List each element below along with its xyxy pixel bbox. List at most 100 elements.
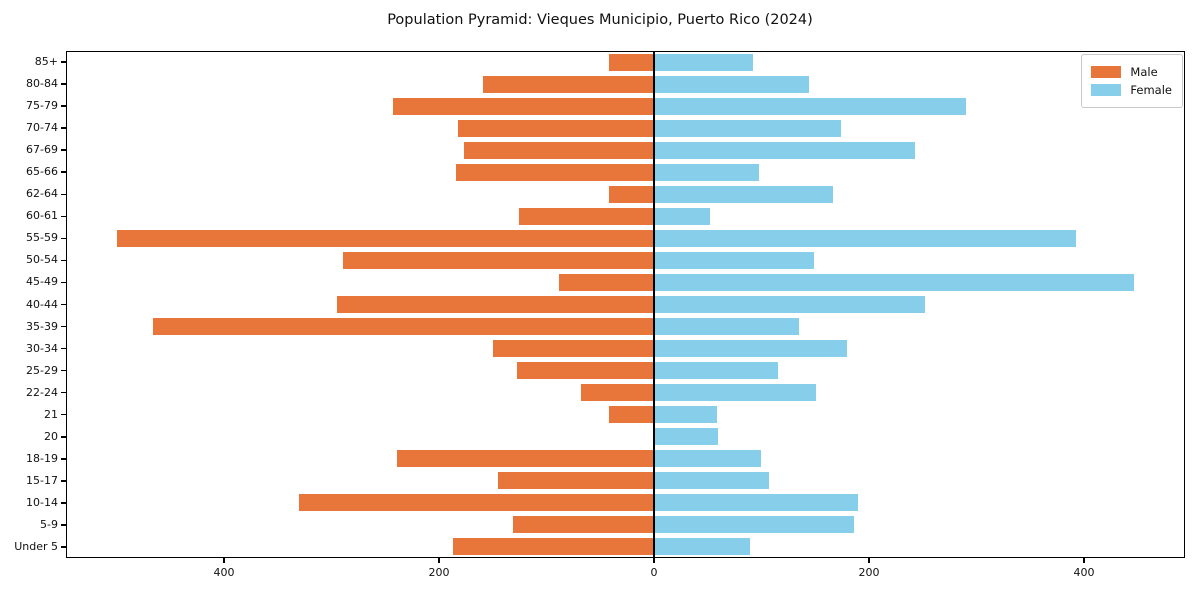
y-tick-mark xyxy=(61,61,66,63)
y-tick-label: 22-24 xyxy=(26,385,58,399)
y-tick-mark xyxy=(61,546,66,548)
legend-label-male: Male xyxy=(1130,65,1158,79)
bar-male-5-9 xyxy=(513,516,654,534)
bar-male-70-74 xyxy=(458,119,654,137)
bar-female-15-17 xyxy=(653,472,769,490)
bar-female-45-49 xyxy=(653,273,1135,291)
y-tick-label: 40-44 xyxy=(26,297,58,311)
x-tick-label: 400 xyxy=(1073,566,1095,579)
male-swatch-icon xyxy=(1091,66,1122,78)
bar-female-25-29 xyxy=(653,362,778,380)
bar-male-60-61 xyxy=(518,207,654,225)
bar-female-10-14 xyxy=(653,494,859,512)
bar-male-55-59 xyxy=(116,229,654,247)
bar-female-22-24 xyxy=(653,384,817,402)
y-tick-label: 75-79 xyxy=(26,99,58,113)
y-tick-mark xyxy=(61,259,66,262)
y-tick-mark xyxy=(61,391,66,394)
y-tick-mark xyxy=(61,413,66,416)
bar-male-15-17 xyxy=(498,472,654,490)
x-tick-mark xyxy=(438,558,440,563)
y-tick-mark xyxy=(61,105,66,107)
y-tick-mark xyxy=(61,458,66,460)
bar-female-21 xyxy=(653,406,718,424)
y-tick-mark xyxy=(61,502,66,504)
bar-female-30-34 xyxy=(653,340,848,358)
bar-female-40-44 xyxy=(653,296,925,313)
x-tick-mark xyxy=(223,558,225,563)
x-tick-label: 200 xyxy=(858,566,880,579)
legend-label-female: Female xyxy=(1130,83,1172,97)
y-tick-label: 85+ xyxy=(34,55,58,69)
y-tick-mark xyxy=(61,149,66,151)
bar-male-18-19 xyxy=(397,450,654,468)
bar-female-35-39 xyxy=(653,318,800,336)
legend-item-female: Female xyxy=(1091,82,1172,98)
legend: Male Female xyxy=(1081,54,1183,108)
y-tick-mark xyxy=(61,325,66,328)
bar-male-67-69 xyxy=(463,141,654,159)
y-tick-mark xyxy=(61,193,66,196)
bar-female-Under 5 xyxy=(653,538,750,556)
y-tick-label: 25-29 xyxy=(26,363,58,377)
y-tick-label: 30-34 xyxy=(26,341,58,355)
bar-male-21 xyxy=(608,406,654,424)
y-tick-mark xyxy=(61,436,66,438)
y-tick-mark xyxy=(61,215,66,218)
bar-male-80-84 xyxy=(483,75,654,93)
y-tick-label: 45-49 xyxy=(26,275,58,289)
bar-female-18-19 xyxy=(653,450,762,468)
bar-female-80-84 xyxy=(653,75,809,93)
x-tick-mark xyxy=(1083,558,1085,563)
y-tick-mark xyxy=(61,171,66,173)
y-tick-label: 10-14 xyxy=(26,495,58,509)
legend-item-male: Male xyxy=(1091,64,1172,80)
bar-female-62-64 xyxy=(653,185,834,203)
plot-area: Male Female xyxy=(66,51,1185,558)
bar-male-75-79 xyxy=(392,97,654,115)
bar-male-25-29 xyxy=(517,362,654,380)
y-tick-label: Under 5 xyxy=(14,539,58,553)
bar-female-85+ xyxy=(653,53,753,71)
y-tick-mark xyxy=(61,480,66,482)
bar-male-35-39 xyxy=(153,318,654,336)
y-tick-mark xyxy=(61,281,66,284)
x-tick-label: 400 xyxy=(213,566,235,579)
bar-female-70-74 xyxy=(653,119,842,137)
y-tick-label: 80-84 xyxy=(26,77,58,91)
y-tick-label: 50-54 xyxy=(26,253,58,267)
x-tick-label: 200 xyxy=(428,566,450,579)
bar-male-30-34 xyxy=(492,340,654,358)
bar-male-45-49 xyxy=(559,273,654,291)
bar-male-50-54 xyxy=(343,251,654,269)
bar-male-85+ xyxy=(608,53,654,71)
bar-female-60-61 xyxy=(653,207,710,225)
bar-female-55-59 xyxy=(653,229,1077,247)
y-tick-mark xyxy=(61,369,66,372)
y-tick-label: 70-74 xyxy=(26,121,58,135)
x-tick-label: 0 xyxy=(650,566,658,579)
y-tick-label: 18-19 xyxy=(26,451,58,465)
y-tick-label: 5-9 xyxy=(40,517,58,531)
y-tick-label: 20 xyxy=(44,429,58,443)
y-tick-mark xyxy=(61,127,66,129)
bar-male-65-66 xyxy=(456,163,654,181)
chart-title: Population Pyramid: Vieques Municipio, P… xyxy=(387,12,813,28)
bar-male-62-64 xyxy=(608,185,654,203)
bar-female-5-9 xyxy=(653,516,854,534)
y-tick-mark xyxy=(61,237,66,240)
x-tick-mark xyxy=(868,558,870,563)
y-tick-label: 62-64 xyxy=(26,187,58,201)
bar-female-50-54 xyxy=(653,251,815,269)
y-tick-mark xyxy=(61,347,66,350)
y-tick-label: 55-59 xyxy=(26,231,58,245)
y-tick-mark xyxy=(61,83,66,85)
y-tick-mark xyxy=(61,524,66,526)
zero-axis-line xyxy=(653,51,655,558)
y-tick-label: 35-39 xyxy=(26,319,58,333)
bar-male-Under 5 xyxy=(452,538,654,556)
bar-female-65-66 xyxy=(653,163,760,181)
x-tick-mark xyxy=(653,558,655,563)
y-tick-label: 67-69 xyxy=(26,143,58,157)
